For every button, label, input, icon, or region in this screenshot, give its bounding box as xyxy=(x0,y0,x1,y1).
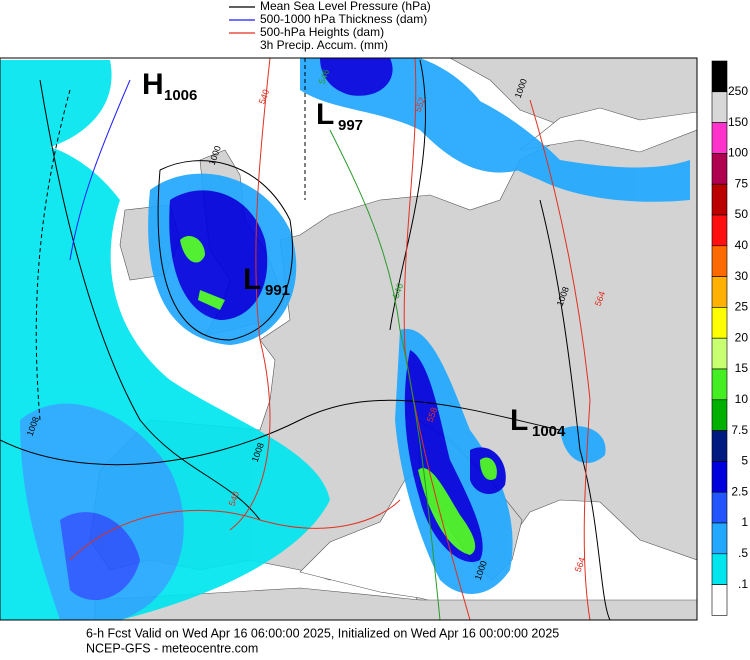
precipitation xyxy=(0,58,690,620)
contour-label: 564 xyxy=(573,556,588,574)
colorbar-swatch xyxy=(711,522,728,555)
pressure-value: 997 xyxy=(338,117,363,134)
contour-lines xyxy=(0,58,611,620)
footer: 6-h Fcst Valid on Wed Apr 16 06:00:00 20… xyxy=(86,626,559,655)
contour-label: 540 xyxy=(257,88,272,106)
colorbar-label: 75 xyxy=(735,176,749,190)
colorbar-swatch xyxy=(711,553,728,585)
colorbar-swatch xyxy=(711,337,728,370)
colorbar-swatch xyxy=(711,491,728,524)
pressure-letter: H xyxy=(142,68,164,101)
colorbar-label: .1 xyxy=(738,577,748,591)
legend-label: 500-hPa Heights (dam) xyxy=(260,25,384,39)
colorbar-label: 25 xyxy=(735,300,749,314)
pressure-value: 1006 xyxy=(164,87,197,104)
contour-label: 558 xyxy=(425,406,440,424)
pressure-letter: L xyxy=(316,98,334,131)
colorbar-swatch xyxy=(711,368,728,401)
contour-label: 540 xyxy=(227,490,242,508)
colorbar-swatch xyxy=(711,399,728,431)
colorbar-label: 250 xyxy=(728,84,748,98)
map-frame xyxy=(0,57,698,621)
colorbar-label: 50 xyxy=(735,207,749,221)
colorbar-swatch xyxy=(711,276,728,308)
map xyxy=(0,58,697,620)
colorbar-swatch xyxy=(711,91,728,123)
colorbar-swatch xyxy=(711,430,728,462)
pressure-letter: L xyxy=(243,263,261,296)
colorbar-swatch xyxy=(711,214,728,247)
colorbar-swatch xyxy=(711,60,728,93)
legend-label: Mean Sea Level Pressure (hPa) xyxy=(260,0,431,13)
baltic-sea xyxy=(518,107,697,153)
colorbar-label: 10 xyxy=(735,392,749,406)
contour-label: 552 xyxy=(413,96,428,114)
colorbar-label: 15 xyxy=(735,361,749,375)
colorbar-swatch xyxy=(711,183,728,216)
colorbar-label: 30 xyxy=(735,269,749,283)
pressure-value: 1004 xyxy=(532,423,566,440)
colorbar-label: 7.5 xyxy=(731,423,748,437)
colorbar-swatch xyxy=(711,153,728,185)
colorbar-label: 1 xyxy=(741,515,748,529)
contour-label: 546 xyxy=(317,68,332,86)
colorbar-swatch xyxy=(711,122,728,154)
legend-label: 500-1000 hPa Thickness (dam) xyxy=(260,12,427,26)
colorbar-swatch xyxy=(711,461,728,493)
footer-text: NCEP-GFS - meteocentre.com xyxy=(86,641,258,655)
legend: Mean Sea Level Pressure (hPa)500-1000 hP… xyxy=(229,0,431,52)
contour-label: 546 xyxy=(391,282,406,300)
colorbar-label: 5 xyxy=(741,454,748,468)
pressure-letter: L xyxy=(510,404,528,437)
colorbar-swatch xyxy=(711,307,728,339)
colorbar-label: 150 xyxy=(728,115,748,129)
north-africa xyxy=(94,587,697,620)
colorbar-label: .5 xyxy=(738,546,748,560)
colorbar-label: 20 xyxy=(735,330,749,344)
colorbar-label: 2.5 xyxy=(731,484,748,498)
colorbar-label: 100 xyxy=(728,146,748,160)
colorbar: 250 150 100 75 50 40 30 25 20 15 10 7.5 5 2.5 1 .5 .1 xyxy=(711,60,749,616)
colorbar-label: 40 xyxy=(735,238,749,252)
colorbar-swatch xyxy=(711,584,728,616)
pressure-value: 991 xyxy=(265,282,290,299)
contour-label: 564 xyxy=(593,290,608,308)
colorbar-swatch xyxy=(711,245,728,277)
footer-text: 6-h Fcst Valid on Wed Apr 16 06:00:00 20… xyxy=(86,626,559,640)
legend-label: 3h Precip. Accum. (mm) xyxy=(260,38,388,52)
